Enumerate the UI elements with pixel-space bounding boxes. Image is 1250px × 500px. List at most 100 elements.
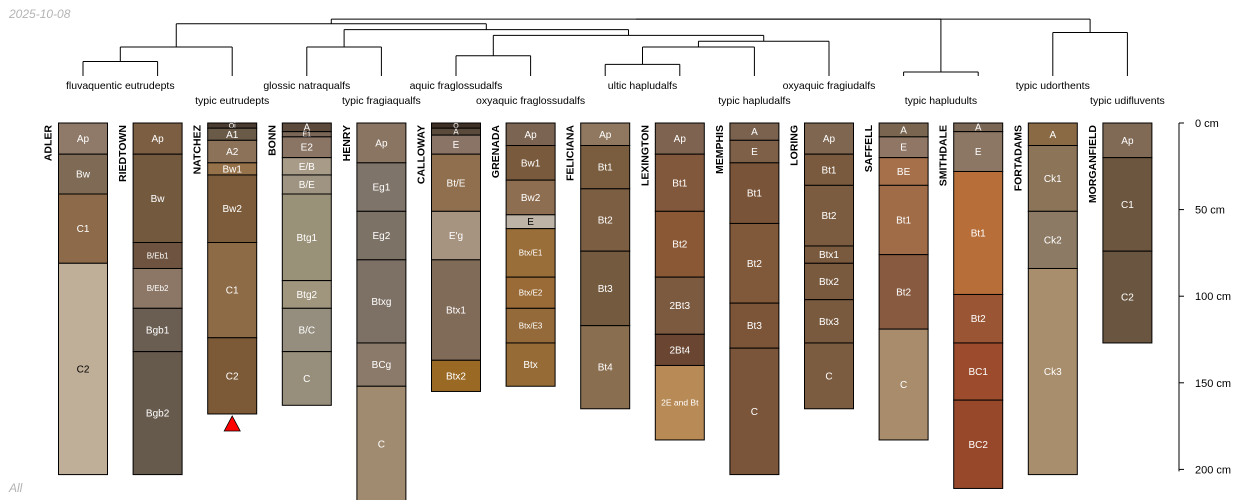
horizon-label: C	[900, 380, 907, 391]
horizon: C2	[58, 262, 108, 476]
horizon-label: Bt2	[747, 259, 762, 270]
horizon: C2	[1102, 250, 1153, 344]
horizon: Bw2	[505, 179, 556, 216]
horizon: Bt2	[654, 210, 705, 278]
horizon-label: Bt1	[971, 228, 986, 239]
horizon-rect	[804, 262, 854, 301]
horizon-label: C1	[1121, 200, 1134, 211]
profile-name: MORGANFIELD	[1087, 125, 1099, 204]
horizon-label: 2Bt3	[670, 301, 691, 312]
horizon: Eg1	[356, 162, 407, 212]
taxon-label: glossic natraqualfs	[263, 80, 350, 92]
horizon: E	[431, 134, 481, 155]
profile-name: GRENADA	[490, 125, 502, 179]
horizon: Btx/E1	[505, 228, 556, 278]
horizon-label: B/Eb1	[147, 251, 169, 260]
taxon-label: oxyaquic fragiudalfs	[783, 80, 876, 92]
taxon-label: typic hapludults	[905, 95, 977, 107]
horizon-label: BE	[897, 167, 911, 178]
horizon-label: Ap	[1121, 136, 1134, 147]
horizon-rect	[1102, 157, 1153, 252]
horizon: A	[878, 122, 929, 138]
horizon-rect	[281, 280, 332, 309]
horizon-label: Ap	[375, 138, 388, 149]
horizon: Bt1	[580, 145, 631, 190]
horizon-label: B/E	[299, 180, 315, 191]
profile-henry: Ap Eg1 Eg2 Btxg BCg C HENRY	[341, 122, 407, 500]
horizon-label: Bgb1	[146, 325, 170, 336]
horizon-rect	[729, 347, 780, 476]
horizon-label: Oi	[229, 123, 236, 130]
horizon-label: Ck2	[1044, 235, 1062, 246]
profile-bonn: AE1 E2 E/B B/E Btg1 Btg2 B/C C BONN	[266, 122, 332, 406]
horizon-rect	[1102, 122, 1153, 159]
horizon-rect	[654, 276, 705, 335]
profile-name: SMITHDALE	[938, 125, 950, 186]
horizon-label: Bw1	[222, 164, 242, 175]
warning-marker-icon	[223, 415, 241, 432]
horizon-rect	[356, 259, 407, 344]
taxon-label: typic udifluvents	[1090, 95, 1165, 107]
horizon-label: C	[825, 371, 832, 382]
horizon: C1	[1102, 157, 1153, 252]
profile-name: FORTADAMS	[1012, 125, 1024, 191]
horizon-label: Bt1	[598, 163, 613, 174]
profile-morganfield: Ap C1 C2 MORGANFIELD	[1087, 122, 1153, 344]
horizon-rect	[953, 293, 1004, 344]
horizon-rect	[654, 122, 705, 155]
horizon-rect	[580, 145, 631, 190]
horizon-label: Btx1	[446, 306, 466, 317]
horizon: Bw1	[505, 145, 556, 181]
horizon-label: A	[304, 123, 311, 134]
horizon-rect	[654, 333, 705, 366]
horizon-label: Btx2	[446, 371, 466, 382]
horizon: Btg1	[281, 193, 332, 282]
horizon: E/B	[281, 157, 332, 176]
horizon-label: Bw1	[521, 158, 541, 169]
horizon-label: A	[975, 123, 982, 134]
horizon-label: A2	[226, 147, 239, 158]
horizon: Ap	[58, 122, 108, 155]
horizon: Bt2	[953, 293, 1004, 344]
horizon: Bt3	[729, 302, 780, 349]
horizon-label: Bt2	[672, 240, 687, 251]
profile-smithdale: A E Bt1 Bt2 BC1 BC2 SMITHDALE	[938, 122, 1004, 489]
horizon: Ck1	[1027, 145, 1078, 212]
horizon: Btx3	[804, 299, 854, 344]
horizon: Bt1	[654, 153, 705, 212]
horizon-rect	[207, 242, 258, 339]
horizon-rect	[804, 342, 854, 410]
horizon-label: B/Eb2	[147, 284, 169, 293]
horizon-rect	[729, 222, 780, 304]
soil-profiles: Ap Bw C1 C2 ADLER Ap Bw B/Eb1 B/Eb2 Bgb1 Bgb2 RIEDT…	[43, 122, 1153, 500]
taxonomy-labels: fluvaquentic eutrudepts typic eutrudepts g…	[66, 80, 1165, 107]
horizon-label: E	[453, 140, 460, 151]
horizon-rect	[356, 342, 407, 387]
profile-saffell: AE BE Bt1 Bt2 C SAFFELL	[863, 122, 929, 441]
horizon: C	[878, 328, 929, 441]
horizon: B/C	[281, 307, 332, 353]
profile-name: LEXINGTON	[639, 125, 651, 186]
horizon-label: A	[1049, 130, 1056, 141]
horizon: C1	[207, 242, 258, 339]
horizon-rect	[431, 153, 481, 212]
horizon-rect	[207, 337, 258, 415]
horizon-label: Bt2	[896, 287, 911, 298]
horizon: Btx1	[431, 259, 481, 361]
horizon-label: Bt1	[896, 215, 911, 226]
horizon: 2Bt4	[654, 333, 705, 366]
horizon: Bt2	[729, 222, 780, 304]
horizon-rect	[729, 302, 780, 349]
horizon-label: A	[751, 127, 758, 138]
horizon-label: BC2	[968, 440, 988, 451]
horizon-label: C2	[77, 364, 90, 375]
horizon-label: Btx/E3	[519, 321, 543, 330]
horizon-label: Bgb2	[146, 409, 170, 420]
horizon-rect	[505, 145, 556, 181]
horizon-label: Bt2	[821, 211, 836, 222]
axis-tick-label: 50 cm	[1195, 205, 1225, 217]
horizon-rect	[804, 153, 854, 186]
horizon-rect	[1102, 250, 1153, 344]
profile-name: BONN	[266, 125, 278, 156]
horizon: 2Bt3	[654, 276, 705, 335]
